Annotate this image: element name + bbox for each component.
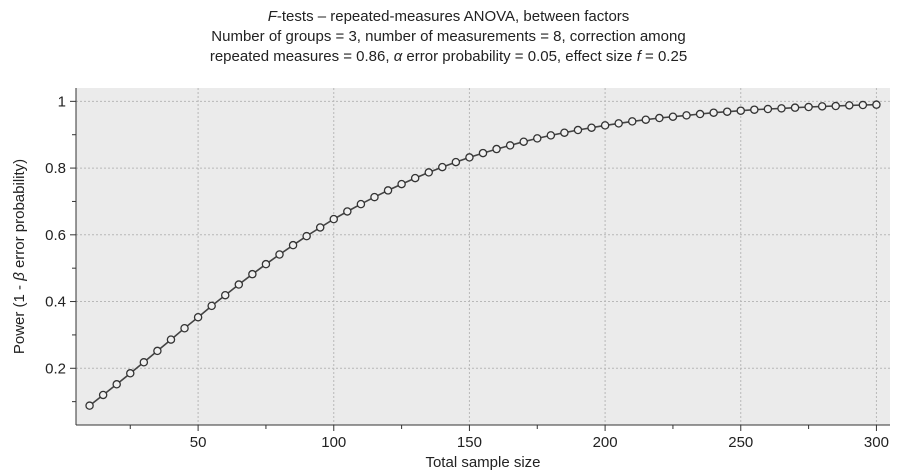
y-axis-label-part-a: Power (1 - (11, 281, 28, 354)
data-point (139, 358, 149, 367)
x-tick-label: 250 (728, 434, 753, 451)
data-point (356, 199, 366, 209)
data-point (614, 119, 623, 128)
data-point (736, 106, 746, 115)
data-point (234, 280, 244, 289)
data-point (153, 346, 162, 356)
y-tick-label: 0.2 (45, 360, 66, 377)
data-point (519, 137, 528, 146)
data-point (220, 290, 230, 300)
data-point (533, 134, 542, 143)
data-point (207, 301, 216, 311)
title-line-1-text: -tests – repeated-measures ANOVA, betwee… (276, 8, 630, 25)
data-point (872, 100, 881, 109)
data-point (641, 115, 651, 124)
data-point (546, 131, 556, 140)
data-series (85, 100, 881, 410)
data-point (560, 128, 569, 137)
data-point (804, 102, 813, 112)
data-point (383, 186, 393, 195)
data-point (722, 107, 732, 116)
title-f-italic: F (267, 8, 277, 25)
data-point (655, 113, 664, 123)
data-point (126, 369, 135, 378)
chart-title-line-3: repeated measures = 0.86, α error probab… (0, 47, 897, 67)
data-point (750, 105, 759, 114)
chart-title-line-2: Number of groups = 3, number of measurem… (0, 27, 897, 47)
data-point (505, 141, 515, 150)
y-axis-label: Power (1 - β error probability) (11, 159, 28, 354)
grid-lines (76, 88, 890, 425)
data-point (817, 102, 827, 111)
title-line-3-part-a: repeated measures = 0.86, (209, 48, 394, 65)
x-tick-label: 200 (593, 434, 618, 451)
data-point (790, 103, 800, 112)
title-f-symbol: f (636, 48, 641, 65)
x-axis-label: Total sample size (425, 454, 540, 471)
data-point (573, 125, 583, 135)
data-point (668, 112, 678, 121)
data-point (831, 101, 840, 111)
data-point (410, 173, 420, 183)
title-line-2-text: Number of groups = 3, number of measurem… (211, 28, 686, 45)
data-point (275, 250, 284, 259)
title-line-3-part-b: error probability = 0.05, effect size (402, 48, 637, 65)
data-point (424, 168, 433, 177)
x-tick-label: 100 (321, 434, 346, 451)
data-point (112, 380, 121, 389)
data-point (343, 207, 352, 216)
data-point (98, 390, 108, 400)
plot-area (76, 88, 890, 425)
chart-title-line-1: F-tests – repeated-measures ANOVA, betwe… (0, 7, 897, 27)
data-point (329, 214, 339, 224)
data-point (465, 153, 474, 162)
data-point (845, 101, 854, 110)
y-axis-label-beta: β (11, 272, 28, 282)
y-tick-label: 1 (58, 93, 66, 110)
data-point (763, 104, 773, 114)
axes: 50 100 150 200 250 300 0.2 0.4 0.6 0.8 1 (45, 88, 890, 451)
y-tick-label: 0.8 (45, 160, 66, 177)
data-point (302, 231, 311, 241)
data-point (438, 162, 447, 172)
x-tick-label: 50 (190, 434, 207, 451)
data-point (451, 157, 461, 167)
data-point (682, 111, 691, 120)
data-point (193, 312, 203, 322)
data-point (397, 179, 406, 189)
data-point (777, 104, 786, 113)
y-tick-label: 0.4 (45, 294, 66, 311)
y-tick-label: 0.6 (45, 227, 66, 244)
data-point (166, 335, 176, 344)
x-tick-label: 300 (864, 434, 889, 451)
data-point (709, 108, 718, 117)
data-point (180, 323, 189, 333)
title-alpha-symbol: α (393, 48, 403, 65)
data-point (315, 223, 325, 232)
title-line-3-part-c: = 0.25 (640, 48, 688, 65)
data-point (261, 259, 271, 269)
data-point (478, 148, 488, 158)
y-axis-label-part-b: error probability) (11, 159, 28, 272)
data-point (600, 121, 610, 130)
data-point (492, 144, 501, 154)
data-point (858, 100, 868, 110)
data-point (288, 240, 298, 250)
data-point (587, 123, 596, 132)
data-point (627, 117, 637, 126)
data-point (370, 192, 379, 202)
data-point (695, 109, 705, 119)
x-tick-label: 150 (457, 434, 482, 451)
data-point (85, 401, 94, 410)
data-point (248, 269, 257, 279)
